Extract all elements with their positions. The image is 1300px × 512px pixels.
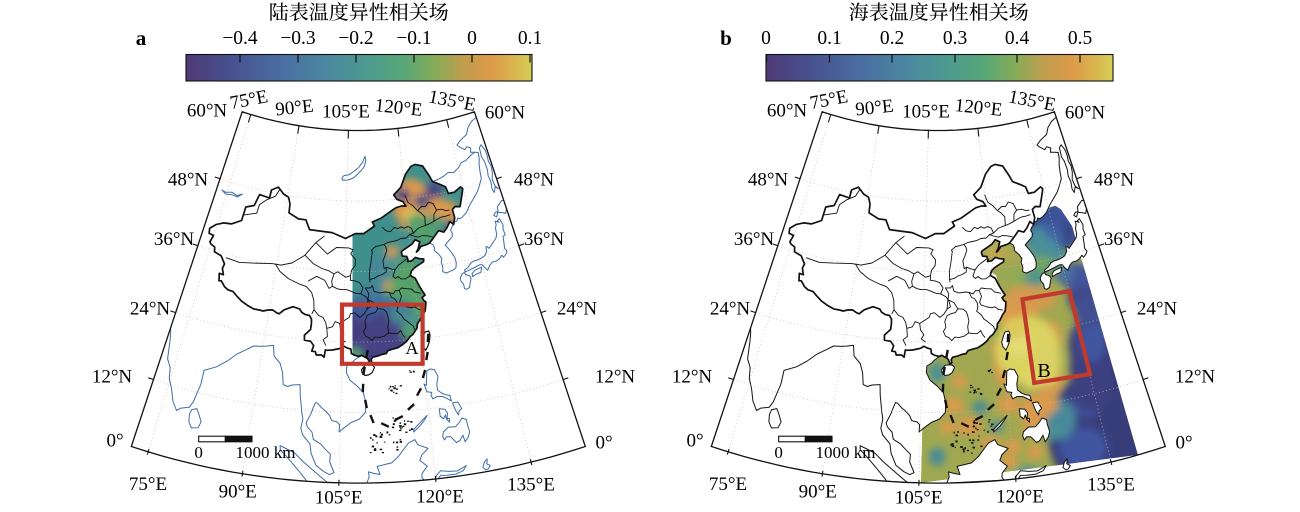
svg-text:0.2: 0.2 <box>880 28 904 49</box>
svg-text:24°N: 24°N <box>557 299 598 320</box>
svg-text:0.1: 0.1 <box>518 28 542 49</box>
svg-text:120°E: 120°E <box>996 487 1044 508</box>
svg-text:90°E: 90°E <box>274 96 314 121</box>
svg-text:105°E: 105°E <box>902 102 950 123</box>
svg-text:135°E: 135°E <box>1087 475 1135 496</box>
svg-text:48°N: 48°N <box>748 170 789 191</box>
svg-text:12°N: 12°N <box>595 367 636 388</box>
svg-text:75°E: 75°E <box>709 474 747 495</box>
svg-text:1000 km: 1000 km <box>816 443 876 462</box>
svg-text:b: b <box>720 26 732 50</box>
svg-text:0: 0 <box>194 443 203 462</box>
svg-text:120°E: 120°E <box>954 95 1004 121</box>
svg-text:135°E: 135°E <box>507 475 555 496</box>
svg-text:60°N: 60°N <box>767 101 808 122</box>
svg-text:0°: 0° <box>595 433 612 454</box>
svg-text:0: 0 <box>761 28 771 49</box>
svg-text:1000 km: 1000 km <box>236 443 296 462</box>
svg-text:36°N: 36°N <box>734 229 775 250</box>
svg-text:90°E: 90°E <box>219 482 257 503</box>
svg-text:12°N: 12°N <box>92 367 133 388</box>
svg-text:−0.2: −0.2 <box>338 28 373 49</box>
svg-text:75°E: 75°E <box>129 474 167 495</box>
svg-text:0.3: 0.3 <box>943 28 967 49</box>
svg-text:12°N: 12°N <box>672 367 713 388</box>
svg-text:90°E: 90°E <box>799 482 837 503</box>
svg-text:0°: 0° <box>1175 433 1192 454</box>
svg-text:36°N: 36°N <box>1104 229 1145 250</box>
svg-text:−0.3: −0.3 <box>280 28 315 49</box>
svg-text:−0.1: −0.1 <box>396 28 431 49</box>
svg-text:24°N: 24°N <box>1137 299 1178 320</box>
svg-text:36°N: 36°N <box>524 229 565 250</box>
svg-text:0.4: 0.4 <box>1005 28 1030 49</box>
svg-text:0°: 0° <box>686 431 703 452</box>
svg-text:48°N: 48°N <box>168 170 209 191</box>
svg-text:−0.4: −0.4 <box>222 28 258 49</box>
svg-text:0: 0 <box>774 443 783 462</box>
svg-text:0.5: 0.5 <box>1068 28 1092 49</box>
svg-text:24°N: 24°N <box>130 299 171 320</box>
svg-text:24°N: 24°N <box>710 299 751 320</box>
svg-text:60°N: 60°N <box>485 103 526 124</box>
svg-text:120°E: 120°E <box>416 487 464 508</box>
svg-text:60°N: 60°N <box>187 101 228 122</box>
svg-text:0: 0 <box>467 28 477 49</box>
svg-text:0°: 0° <box>106 431 123 452</box>
svg-text:48°N: 48°N <box>514 170 555 191</box>
svg-text:A: A <box>406 338 419 358</box>
svg-text:120°E: 120°E <box>374 95 424 121</box>
svg-text:60°N: 60°N <box>1065 103 1106 124</box>
svg-text:105°E: 105°E <box>322 102 370 123</box>
svg-text:105°E: 105°E <box>895 488 943 509</box>
svg-text:0.1: 0.1 <box>817 28 841 49</box>
svg-text:105°E: 105°E <box>315 488 363 509</box>
svg-text:a: a <box>136 26 147 50</box>
svg-text:48°N: 48°N <box>1094 170 1135 191</box>
svg-text:B: B <box>1037 360 1050 382</box>
svg-text:36°N: 36°N <box>154 229 195 250</box>
svg-text:12°N: 12°N <box>1175 367 1216 388</box>
svg-text:90°E: 90°E <box>854 96 894 121</box>
